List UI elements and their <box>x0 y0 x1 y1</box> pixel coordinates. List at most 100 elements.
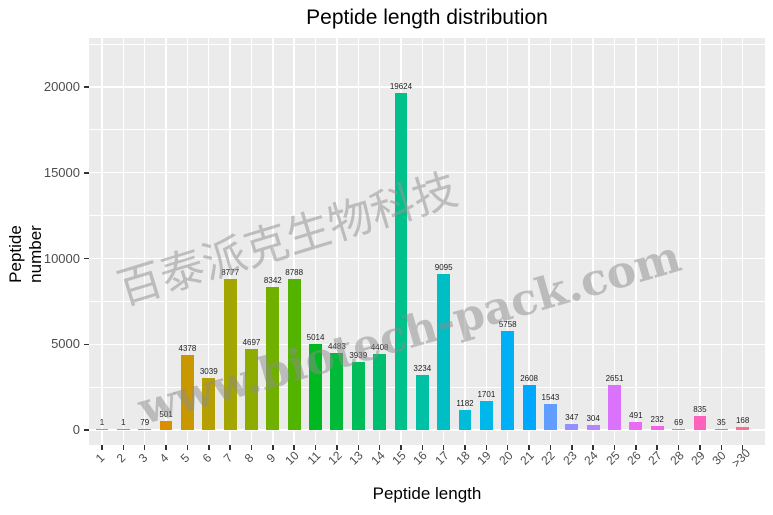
bar-21 <box>522 385 536 430</box>
x-tick-label: 16 <box>410 448 430 468</box>
bar-12 <box>330 353 344 430</box>
x-tick-mark <box>592 445 594 450</box>
x-tick-label: 24 <box>581 448 601 468</box>
x-tick-mark <box>400 445 402 450</box>
x-tick-label: 14 <box>367 448 388 468</box>
x-tick-label: 28 <box>666 448 687 468</box>
x-tick-mark <box>741 445 744 450</box>
gridline-vertical <box>122 38 125 445</box>
bar-value-label: 8342 <box>263 275 282 285</box>
bar-value-label: 9095 <box>434 263 453 273</box>
x-tick-mark <box>229 445 231 450</box>
x-tick-label: 10 <box>282 448 302 468</box>
x-tick-mark <box>165 445 167 450</box>
x-tick-mark <box>528 445 530 450</box>
bar-15 <box>394 93 408 430</box>
x-tick-mark <box>485 445 488 450</box>
gridline-vertical <box>528 38 530 445</box>
x-tick-label: 25 <box>602 448 623 468</box>
x-tick-mark <box>635 445 637 450</box>
y-tick-label: 10000 <box>43 250 80 266</box>
gridline-vertical <box>250 38 253 445</box>
bar-24 <box>586 424 600 430</box>
gridline-vertical <box>656 38 658 445</box>
bar-value-label: 35 <box>716 418 726 428</box>
gridline-vertical <box>699 38 701 445</box>
x-tick-mark <box>186 445 189 450</box>
bar-18 <box>458 409 472 430</box>
bar-value-label: 79 <box>140 417 150 427</box>
gridline-vertical <box>677 38 680 445</box>
bar-value-label: 1182 <box>456 398 474 408</box>
x-tick-mark <box>421 445 424 450</box>
bar-8 <box>245 349 258 430</box>
bar-28 <box>672 428 685 430</box>
x-tick-mark <box>314 445 317 450</box>
gridline-horizontal <box>89 429 765 431</box>
bar-value-label: 304 <box>586 413 600 423</box>
x-tick-label: 11 <box>304 448 323 468</box>
x-tick-label: 27 <box>645 448 665 468</box>
bar-3 <box>138 428 152 430</box>
x-tick-label: 5 <box>178 450 193 466</box>
gridline-vertical <box>613 38 616 445</box>
bar-value-label: 2651 <box>605 373 624 383</box>
bar-value-label: 8788 <box>285 268 304 278</box>
bar-20 <box>501 331 515 430</box>
bar-value-label: 3234 <box>413 363 432 373</box>
bar-30 <box>714 429 728 430</box>
bar-value-label: 4378 <box>178 343 197 353</box>
y-tick-mark <box>84 429 89 431</box>
bar-value-label: 1543 <box>541 392 560 402</box>
gridline-horizontal <box>89 86 765 88</box>
x-tick-mark <box>506 445 509 450</box>
x-tick-mark <box>677 445 680 450</box>
x-tick-label: 19 <box>474 448 495 468</box>
gridline-horizontal <box>89 43 765 45</box>
gridline-horizontal <box>89 129 765 131</box>
x-tick-label: 8 <box>242 450 257 466</box>
gridline-vertical <box>635 38 637 445</box>
x-tick-label: 2 <box>114 450 129 466</box>
gridline-horizontal <box>89 172 765 174</box>
x-tick-label: 13 <box>346 448 366 468</box>
gridline-vertical <box>336 38 338 445</box>
bar-value-label: 5758 <box>498 320 517 330</box>
bar-value-label: 3039 <box>199 366 218 376</box>
x-tick-label: 17 <box>431 448 452 468</box>
bar-1 <box>95 429 109 430</box>
bar-value-label: 4483 <box>327 342 346 352</box>
bar-13 <box>351 362 365 430</box>
bar-27 <box>650 426 664 430</box>
x-tick-mark <box>143 445 146 450</box>
x-tick-mark <box>549 445 552 450</box>
y-tick-mark <box>84 86 89 88</box>
bar-value-label: 835 <box>693 404 707 414</box>
gridline-vertical <box>421 38 423 445</box>
x-tick-mark <box>699 445 701 450</box>
gridline-vertical <box>549 38 552 445</box>
bar-25 <box>608 384 621 430</box>
gridline-vertical <box>464 38 466 445</box>
y-tick-label: 0 <box>72 422 80 437</box>
bar-value-label: 19624 <box>389 82 413 92</box>
x-tick-mark <box>656 445 658 450</box>
bar->30 <box>736 427 750 430</box>
bar-4 <box>159 421 173 430</box>
bar-5 <box>181 354 194 430</box>
gridline-horizontal <box>89 343 765 345</box>
gridline-vertical <box>186 38 189 445</box>
bar-11 <box>309 344 322 430</box>
gridline-vertical <box>378 38 381 445</box>
x-tick-mark <box>357 445 359 450</box>
y-tick-mark <box>84 172 89 174</box>
y-tick-label: 15000 <box>43 164 80 180</box>
bar-17 <box>437 274 451 430</box>
x-tick-label: 30 <box>709 448 729 468</box>
gridline-vertical <box>293 38 295 445</box>
y-tick-mark <box>84 343 89 345</box>
bar-value-label: 5014 <box>306 333 325 342</box>
gridline-horizontal <box>89 257 765 260</box>
bar-19 <box>479 400 493 430</box>
gridline-vertical <box>144 38 146 445</box>
